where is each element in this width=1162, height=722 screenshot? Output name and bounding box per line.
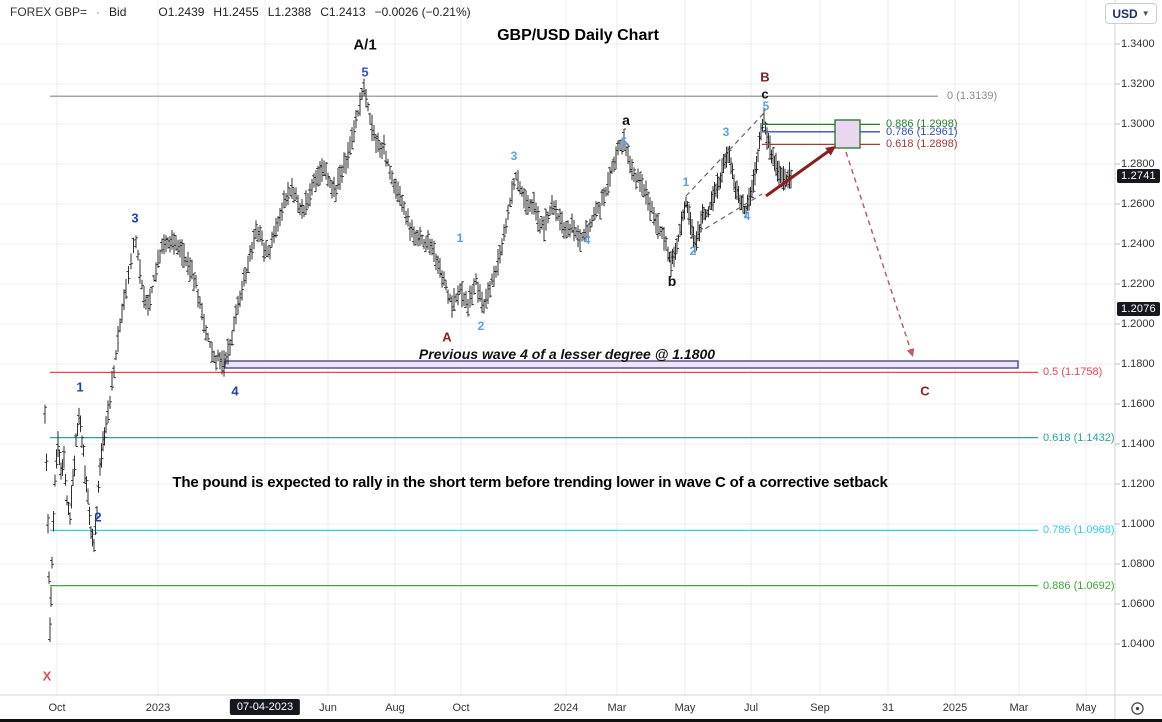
- chart-title: GBP/USD Daily Chart: [497, 27, 659, 44]
- wave-label-2: 2: [477, 319, 485, 333]
- wave-label-4: 4: [231, 383, 239, 399]
- wave-label-4: 4: [583, 233, 591, 247]
- fib-label-0.886: 0.886 (1.0692): [1043, 579, 1115, 592]
- wave4-annotation: Previous wave 4 of a lesser degree @ 1.1…: [418, 346, 716, 362]
- target-box: [834, 119, 861, 149]
- wave-label-a: a: [622, 112, 630, 128]
- price-axis-label: 1.0800: [1121, 558, 1155, 570]
- support-band: [224, 360, 1019, 369]
- chevron-down-icon: ▼: [1141, 9, 1150, 18]
- high-value: H1.2455: [213, 5, 259, 19]
- time-axis-label: Jul: [743, 702, 759, 714]
- price-axis-label: 1.1000: [1121, 518, 1155, 530]
- rally-arrow: [765, 146, 834, 198]
- wave-label-2: 2: [689, 244, 697, 258]
- wave-label-4: 4: [743, 209, 751, 223]
- time-axis-label: 2024: [553, 702, 579, 714]
- wave-label-5: 5: [620, 135, 628, 149]
- wave-label-3: 3: [131, 210, 139, 226]
- decline-arrowhead: [906, 348, 915, 357]
- wave-label-1: 1: [682, 175, 690, 189]
- price-axis-label: 1.2600: [1121, 198, 1155, 210]
- symbol-label: FOREX GBP=: [10, 5, 88, 19]
- wave-label-1: 1: [456, 231, 464, 245]
- time-axis-label: May: [674, 702, 696, 714]
- wave-label-a: A: [442, 329, 452, 345]
- wave-label-3: 3: [722, 125, 730, 139]
- bottom-bar: [0, 719, 1162, 722]
- fib-label-0.618: 0.618 (1.2898): [886, 138, 958, 151]
- low-value: L1.2388: [267, 5, 312, 19]
- rally-arrowhead: [825, 146, 836, 156]
- wave-label-c: c: [761, 86, 769, 102]
- price-axis-label: 1.2200: [1121, 278, 1155, 290]
- wave-label-a-1: A/1: [353, 36, 377, 54]
- close-value: C1.2413: [320, 5, 366, 19]
- fib-label-0.786: 0.786 (1.2961): [886, 125, 958, 138]
- price-axis-label: 1.0400: [1121, 638, 1155, 650]
- circled-dot-icon: [1130, 701, 1144, 715]
- fib-label-0.5: 0.5 (1.1758): [1043, 366, 1103, 379]
- secondary-price-badge: 1.2076: [1117, 301, 1160, 316]
- time-axis-label: Aug: [385, 702, 405, 714]
- wave-label-3: 3: [510, 149, 518, 163]
- currency-label: USD: [1112, 6, 1138, 21]
- time-axis-label: 31: [881, 702, 895, 714]
- quote-header: FOREX GBP= · Bid O1.2439 H1.2455 L1.2388…: [10, 5, 471, 19]
- price-axis-label: 1.1800: [1121, 358, 1155, 370]
- time-axis-label: May: [1075, 702, 1097, 714]
- timeline-target-icon[interactable]: [1128, 699, 1146, 717]
- quote-type-label: Bid: [109, 5, 127, 19]
- wave-label-1: 1: [76, 379, 84, 395]
- time-axis-label: Oct: [452, 702, 470, 714]
- last-price-badge: 1.2741: [1117, 168, 1160, 183]
- currency-dropdown[interactable]: USD ▼: [1105, 3, 1157, 24]
- price-axis-label: 1.1600: [1121, 398, 1155, 410]
- wave-label-2: 2: [94, 509, 102, 525]
- time-axis-label: Mar: [607, 702, 627, 714]
- wave-label-c: C: [920, 383, 930, 399]
- fib-label-0.886: 0.886 (1.2998): [886, 118, 958, 131]
- fib-zero-label: 0 (1.3139): [947, 90, 998, 103]
- time-axis-label: 2025: [942, 702, 968, 714]
- price-axis-label: 1.1200: [1121, 478, 1155, 490]
- wave-label-5: 5: [361, 64, 369, 80]
- time-axis-label: Mar: [1009, 702, 1029, 714]
- time-axis-label: Oct: [48, 702, 66, 714]
- wave-label-x: X: [42, 668, 52, 684]
- fib-label-0.786: 0.786 (1.0968): [1043, 524, 1115, 537]
- price-axis-label: 1.3400: [1121, 38, 1155, 50]
- price-axis-label: 1.1400: [1121, 438, 1155, 450]
- separator-dot: ·: [96, 5, 101, 19]
- price-axis-label: 1.3000: [1121, 118, 1155, 130]
- price-axis-label: 1.3200: [1121, 78, 1155, 90]
- selected-date-badge[interactable]: 07-04-2023: [229, 699, 301, 715]
- wave-label-5: 5: [762, 99, 770, 113]
- time-axis-label: Jun: [319, 702, 337, 714]
- time-axis-label: 2023: [145, 702, 171, 714]
- price-axis-label: 1.2000: [1121, 318, 1155, 330]
- fib-label-0.618: 0.618 (1.1432): [1043, 431, 1115, 444]
- channel-dashed-line: [685, 111, 766, 197]
- time-axis-label: Sep: [810, 702, 830, 714]
- outlook-annotation: The pound is expected to rally in the sh…: [172, 474, 888, 491]
- price-axis-label: 1.2800: [1121, 158, 1155, 170]
- open-value: O1.2439: [158, 5, 205, 19]
- change-value: −0.0026 (−0.21%): [374, 5, 471, 19]
- wave-label-b: B: [760, 69, 770, 85]
- wave-label-b: b: [667, 273, 677, 289]
- price-axis-label: 1.2400: [1121, 238, 1155, 250]
- price-axis-label: 1.0600: [1121, 598, 1155, 610]
